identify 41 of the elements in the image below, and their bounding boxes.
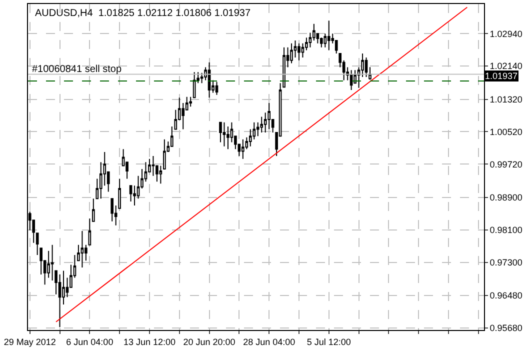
- candlestick: [208, 62, 211, 98]
- candlestick: [80, 230, 84, 268]
- candlestick: [129, 185, 132, 202]
- y-tick-label: 1.02940: [490, 28, 522, 39]
- candlestick: [364, 57, 368, 78]
- y-tick-label: 1.01320: [490, 94, 522, 104]
- ref-line-label: #10060841 sell stop: [32, 64, 122, 75]
- y-tick-label: 0.95680: [490, 323, 522, 334]
- candlestick: [215, 81, 218, 96]
- y-tick-label: 0.98100: [490, 225, 522, 235]
- candlestick: [298, 42, 300, 61]
- x-tick-label: 28 Jun 04:00: [243, 336, 296, 347]
- x-tick-label: 5 Jul 12:00: [306, 336, 351, 347]
- candlestick: [110, 198, 114, 222]
- y-tick-label: 0.99720: [490, 159, 522, 170]
- y-tick-label: 1.02140: [490, 61, 522, 72]
- candlestick: [163, 138, 166, 170]
- candlestick: [226, 126, 230, 150]
- candlestick: [327, 20, 330, 51]
- candlestick: [222, 122, 226, 147]
- x-tick-label: 29 May 2012: [4, 336, 56, 347]
- candlestick: [350, 70, 353, 90]
- y-tick-label: 0.98900: [490, 192, 522, 203]
- candlestick: [268, 102, 270, 130]
- candlestick: [242, 138, 244, 160]
- y-tick-label: 0.96480: [490, 290, 522, 301]
- ref-line-label: 1.01937: [485, 71, 518, 81]
- x-tick-label: 6 Jun 04:00: [66, 336, 114, 347]
- candlestick: [159, 165, 162, 184]
- x-tick-label: 13 Jun 12:00: [123, 336, 176, 347]
- y-tick-label: 1.00520: [490, 126, 522, 137]
- candlestick: [58, 274, 62, 328]
- candlestick: [189, 96, 192, 108]
- y-tick-label: 0.97300: [490, 257, 522, 268]
- chart-title: AUDUSD,H4 1.01825 1.02112 1.01806 1.01937: [35, 8, 251, 19]
- candlestick: [260, 116, 264, 134]
- x-tick-label: 20 Jun 20:00: [183, 336, 236, 347]
- candlestick: [88, 218, 92, 246]
- candlestick: [219, 122, 222, 143]
- candlestick: [320, 37, 323, 48]
- candlestick: [290, 42, 293, 64]
